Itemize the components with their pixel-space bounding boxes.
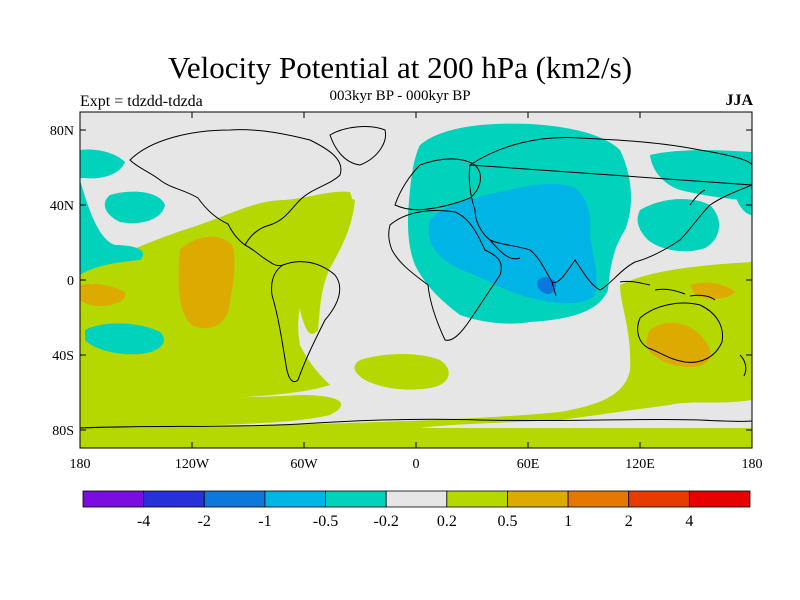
colorbar-box-10 <box>688 490 751 508</box>
colorbar-label-6: 0.5 <box>497 513 517 530</box>
colorbar-label-7: 1 <box>564 513 572 530</box>
colorbar-label-8: 2 <box>625 513 633 530</box>
lon-label-120w: 120W <box>175 457 210 472</box>
tick-marks <box>80 112 752 448</box>
colorbar-label-9: 4 <box>685 513 693 530</box>
map-area <box>80 112 752 448</box>
lat-label-80n: 80N <box>50 124 74 139</box>
lat-label-40n: 40N <box>50 199 74 214</box>
lat-label-0: 0 <box>67 274 74 289</box>
lon-label-180w: 180 <box>70 457 91 472</box>
lon-label-180e: 180 <box>742 457 763 472</box>
colorbar-label-1: -2 <box>198 513 211 530</box>
colorbar-box-3 <box>264 490 326 508</box>
experiment-label: Expt = tdzdd-tdzda <box>80 93 203 110</box>
lon-label-60e: 60E <box>517 457 540 472</box>
lon-label-60w: 60W <box>290 457 318 472</box>
plot-title: Velocity Potential at 200 hPa (km2/s) <box>167 50 633 85</box>
lon-label-120e: 120E <box>625 457 655 472</box>
lon-label-0: 0 <box>413 457 420 472</box>
lat-label-80s: 80S <box>52 424 74 439</box>
colorbar-label-0: -4 <box>137 513 150 530</box>
season-label: JJA <box>725 92 753 109</box>
plot-subtitle: 003kyr BP - 000kyr BP <box>329 88 471 104</box>
colorbar-box-9 <box>628 490 690 508</box>
coastlines <box>80 126 752 429</box>
colorbar-box-8 <box>567 490 630 508</box>
colorbar-label-3: -0.5 <box>313 513 338 530</box>
negative-strong-regions <box>428 183 597 304</box>
colorbar-box-0 <box>82 490 145 508</box>
colorbar-label-2: -1 <box>258 513 271 530</box>
colorbar-box-5 <box>385 490 448 508</box>
colorbar-label-4: -0.2 <box>374 513 399 530</box>
colorbar-box-7 <box>507 490 569 508</box>
colorbar-label-5: 0.2 <box>437 513 457 530</box>
lat-label-40s: 40S <box>52 349 74 364</box>
positive-strong-regions <box>80 236 735 368</box>
colorbar-box-4 <box>325 490 387 508</box>
colorbar-box-6 <box>446 490 508 508</box>
colorbar-box-1 <box>143 490 205 508</box>
colorbar: -4 -2 -1 -0.5 -0.2 0.2 0.5 1 2 4 <box>82 490 751 530</box>
colorbar-box-2 <box>203 490 266 508</box>
